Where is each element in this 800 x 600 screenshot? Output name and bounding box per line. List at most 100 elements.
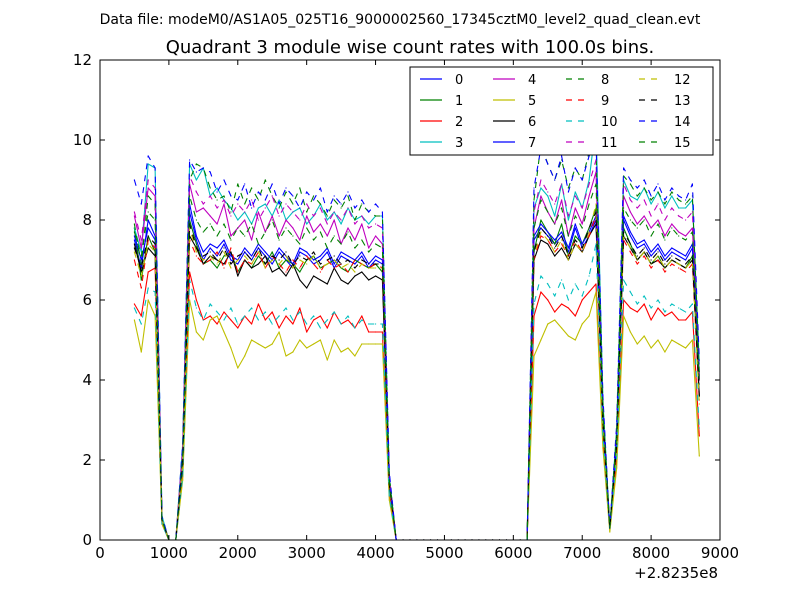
data-point [547, 243, 549, 245]
data-point [547, 323, 549, 325]
data-point [685, 235, 687, 237]
data-point [347, 255, 349, 257]
data-point [581, 227, 583, 229]
data-point [629, 211, 632, 213]
data-point [643, 199, 645, 201]
data-point [540, 235, 542, 237]
data-point [368, 279, 370, 281]
x-tick-label: 4000 [356, 544, 394, 562]
data-point [574, 167, 576, 169]
data-point [285, 271, 287, 273]
data-point [650, 199, 652, 201]
data-point [588, 235, 590, 237]
data-point [237, 323, 239, 325]
data-point [540, 219, 542, 221]
data-point [140, 323, 142, 325]
data-point [547, 283, 549, 285]
data-point [375, 259, 377, 261]
data-point [230, 215, 232, 217]
data-point [299, 207, 301, 209]
data-point [685, 267, 687, 269]
data-point [223, 199, 225, 201]
data-point [650, 319, 652, 321]
data-point [202, 259, 204, 261]
data-point [643, 219, 645, 221]
data-point [623, 231, 625, 233]
data-point [678, 195, 680, 197]
data-point [271, 195, 273, 197]
data-point [147, 219, 149, 221]
data-point [182, 475, 184, 477]
data-point [664, 239, 666, 241]
data-point [292, 323, 294, 325]
data-point [678, 215, 680, 217]
data-point [140, 247, 142, 249]
data-point [285, 307, 287, 309]
data-point [147, 195, 149, 197]
data-point [195, 191, 197, 193]
data-point [636, 255, 638, 257]
legend-item: 8 [566, 73, 609, 88]
data-point [278, 207, 280, 209]
data-point [361, 223, 363, 225]
legend-label: 9 [601, 94, 609, 109]
data-point [278, 267, 280, 269]
data-point [368, 247, 370, 249]
data-point [223, 251, 225, 253]
series-line-8 [133, 143, 700, 540]
data-point [133, 211, 135, 213]
data-point [319, 271, 321, 273]
x-tick-label: 8000 [632, 544, 670, 562]
data-point [326, 215, 328, 217]
data-point [264, 319, 266, 321]
data-point [691, 303, 694, 305]
y-tick-label: 6 [82, 291, 92, 309]
data-point [547, 211, 549, 213]
data-point [216, 315, 218, 317]
data-point [299, 311, 301, 313]
data-point [664, 203, 666, 205]
data-point [561, 327, 563, 329]
data-point [195, 307, 197, 309]
data-point [251, 339, 253, 341]
data-point [368, 343, 370, 345]
data-point [340, 279, 342, 281]
data-point [567, 219, 570, 221]
data-point [595, 211, 597, 213]
series-line-10 [133, 243, 700, 540]
data-point [657, 247, 659, 249]
data-point [540, 239, 542, 241]
data-point [271, 215, 273, 217]
data-point [133, 215, 135, 217]
legend-label: 2 [455, 115, 463, 130]
data-point [189, 159, 191, 161]
data-point [671, 311, 673, 313]
data-point [574, 315, 576, 317]
data-point [698, 435, 700, 437]
data-point [285, 203, 287, 205]
data-point [629, 243, 632, 245]
data-point [381, 247, 383, 249]
data-point [375, 275, 377, 277]
data-point [347, 231, 349, 233]
data-point [264, 231, 266, 233]
data-point [636, 247, 638, 249]
data-point [133, 231, 135, 233]
data-point [257, 199, 259, 201]
data-point [271, 255, 273, 257]
data-point [588, 179, 590, 181]
data-point [326, 327, 328, 329]
data-point [292, 227, 294, 229]
data-point [664, 351, 666, 353]
data-point [244, 219, 246, 221]
data-point [189, 299, 191, 301]
data-point [685, 263, 687, 265]
data-point [313, 251, 315, 253]
data-point [257, 211, 259, 213]
series-14 [133, 139, 700, 540]
data-point [299, 187, 301, 189]
data-point [629, 251, 632, 253]
data-point [195, 255, 197, 257]
data-point [685, 199, 687, 201]
data-point [671, 263, 673, 265]
